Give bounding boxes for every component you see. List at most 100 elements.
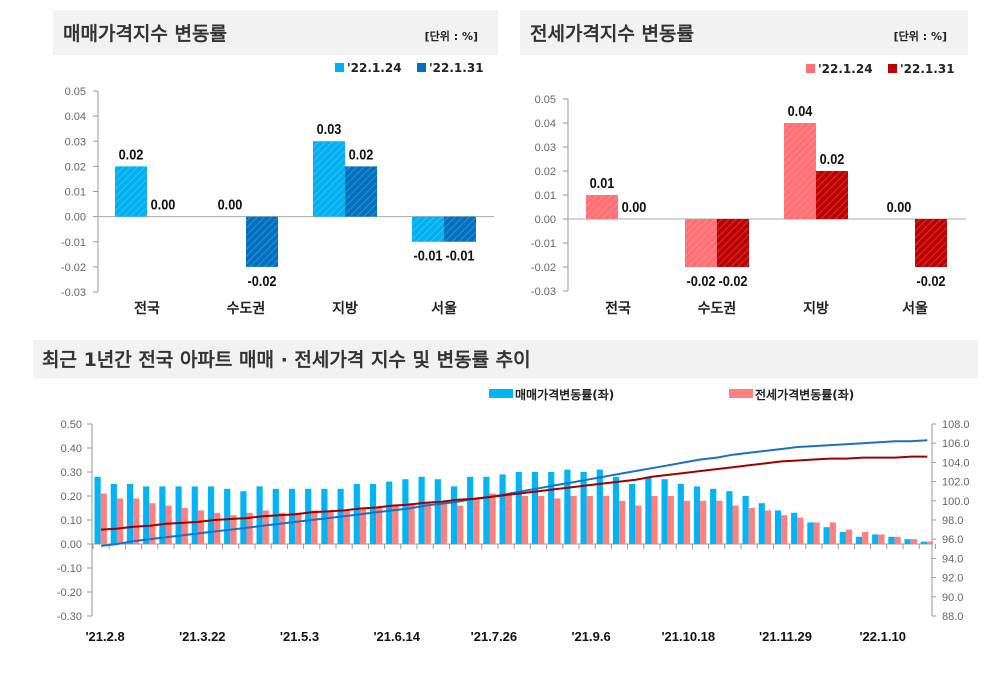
category-label: 전국	[605, 300, 631, 317]
legend-label: '22.1.31	[900, 62, 955, 76]
bar-hatch-2-0	[784, 123, 816, 219]
data-label: 0.02	[119, 145, 144, 162]
y-tick-label: 0.03	[65, 136, 86, 148]
data-label: 0.02	[820, 150, 845, 167]
category-label: 서울	[431, 300, 457, 317]
bar-0-45	[823, 527, 830, 544]
bar-0-39	[726, 491, 733, 544]
bar-1-3	[149, 503, 156, 544]
bar-0-40	[742, 496, 749, 544]
data-label: -0.02	[247, 272, 276, 289]
bar-0-19	[402, 479, 409, 544]
x-tick-label: '21.9.6	[571, 629, 610, 644]
bar-0-42	[774, 510, 782, 544]
legend-swatch	[806, 64, 815, 73]
right-tick-label: 100.0	[942, 496, 970, 508]
y-tick-label: -0.01	[531, 238, 556, 250]
bar-1-2	[133, 498, 140, 544]
legend-label: '22.1.24	[818, 62, 873, 76]
data-label: -0.01	[413, 247, 442, 264]
bar-hatch-2-1	[345, 166, 377, 217]
bar-1-23	[473, 498, 480, 544]
bar-1-10	[262, 510, 269, 544]
data-label: 0.00	[151, 196, 176, 213]
sale-bar-chart: 0.05 0.04 0.03 0.02 0.01 0.00 -0.01 -0.02 -0.03 0…	[61, 61, 494, 317]
legend-swatch	[729, 389, 753, 398]
bar-1-11	[278, 512, 286, 544]
bar-1-41	[764, 510, 772, 544]
right-tick-label: 98.0	[942, 515, 963, 527]
bar-0-43	[791, 512, 798, 544]
bar-0-20	[418, 476, 425, 544]
right-tick-label: 90.0	[942, 592, 963, 604]
bar-1-13	[311, 510, 318, 544]
bar-0-7	[207, 486, 215, 544]
bar-0-1	[110, 484, 117, 544]
left-tick-label: 0.00	[61, 539, 82, 551]
category-label: 서울	[902, 300, 928, 317]
legend-swatch	[417, 63, 426, 72]
right-tick-label: 102.0	[942, 477, 970, 489]
bar-0-4	[159, 486, 166, 544]
bar-hatch-3-1	[444, 216, 476, 242]
bar-0-41	[758, 503, 765, 544]
category-label: 수도권	[227, 301, 266, 317]
y-tick-label: 0.00	[65, 212, 86, 224]
bar-1-33	[635, 505, 642, 544]
bar-hatch-1-1	[246, 216, 278, 267]
sale-chart-title: 매매가격지수 변동률	[63, 23, 227, 45]
bar-1-19	[408, 503, 415, 544]
data-label: 0.00	[887, 198, 912, 215]
data-label: -0.02	[718, 272, 747, 289]
bar-0-34	[645, 476, 652, 544]
legend-swatch	[489, 389, 513, 398]
bar-0-48	[872, 534, 879, 544]
bar-hatch-2-0	[313, 141, 345, 217]
bar-0-18	[386, 481, 393, 544]
category-label: 수도권	[698, 301, 737, 317]
y-tick-label: 0.02	[65, 161, 86, 173]
bar-0-22	[450, 486, 458, 544]
bar-0-8	[224, 488, 231, 544]
y-tick-label: 0.03	[535, 142, 556, 154]
bar-1-12	[295, 512, 302, 544]
legend-swatch	[335, 63, 344, 72]
bar-hatch-3-1	[915, 219, 947, 267]
bar-hatch-3-0	[412, 216, 444, 242]
category-label: 지방	[803, 300, 829, 317]
bar-0-32	[612, 476, 620, 544]
bar-1-18	[392, 505, 399, 544]
jeonse-bar-chart: 0.05 0.04 0.03 0.02 0.01 0.00 -0.01 -0.02 -0.03 0…	[531, 62, 966, 317]
bar-1-9	[246, 512, 253, 544]
x-tick-label: '21.11.29	[759, 629, 812, 644]
bar-0-29	[564, 469, 571, 544]
jeonse-title-bar	[520, 10, 968, 55]
bar-0-25	[499, 474, 506, 544]
bar-0-44	[807, 522, 814, 544]
y-tick-label: 0.05	[65, 86, 86, 98]
bar-1-35	[667, 496, 674, 544]
legend-label: '22.1.31	[429, 61, 484, 75]
y-tick-label: 0.04	[65, 111, 86, 123]
left-tick-label: 0.40	[61, 443, 82, 455]
sale-unit-label: [단위 : %]	[425, 29, 478, 43]
bar-1-5	[181, 508, 188, 544]
category-label: 전국	[134, 300, 160, 317]
bar-hatch-1-1	[717, 219, 749, 267]
category-label: 지방	[332, 300, 358, 317]
bar-1-29	[570, 496, 577, 544]
bar-0-31	[596, 469, 603, 544]
legend-label: 매매가격변동률(좌)	[515, 387, 614, 402]
bar-hatch-0-0	[586, 195, 618, 219]
bar-1-47	[862, 532, 869, 544]
bar-1-45	[829, 522, 836, 544]
bar-0-51	[920, 541, 927, 544]
bar-1-15	[343, 510, 350, 544]
y-tick-label: -0.02	[531, 262, 556, 274]
bar-1-34	[651, 496, 658, 544]
bar-1-28	[554, 498, 561, 544]
bar-1-36	[683, 500, 691, 544]
y-tick-label: -0.03	[531, 286, 556, 298]
bar-1-26	[521, 496, 529, 544]
